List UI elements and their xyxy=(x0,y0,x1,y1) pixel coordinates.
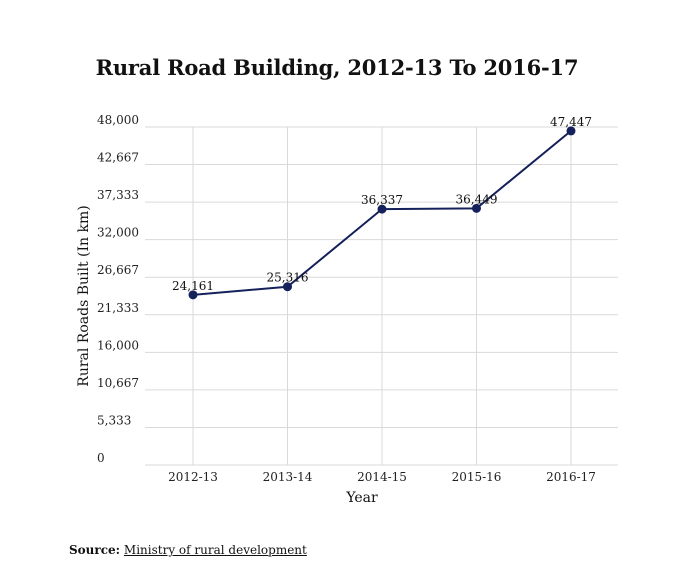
y-tick-label: 48,000 xyxy=(97,113,139,127)
data-label: 24,161 xyxy=(172,279,214,293)
data-label: 36,337 xyxy=(361,193,403,207)
data-point[interactable] xyxy=(188,290,198,300)
data-point[interactable] xyxy=(283,282,292,292)
source-note: Source: Ministry of rural development xyxy=(69,543,307,557)
chart-title: Rural Road Building, 2012-13 To 2016-17 xyxy=(95,55,579,80)
y-tick-label: 37,333 xyxy=(97,188,139,202)
y-tick-label: 16,000 xyxy=(97,338,139,352)
data-point[interactable] xyxy=(472,203,481,213)
data-label: 36,449 xyxy=(456,192,498,206)
y-axis-ticks: 0 5,333 10,667 16,000 21,333 26,667 32,000 37,3… xyxy=(97,113,139,465)
grid-lines xyxy=(145,126,618,466)
y-tick-label: 0 xyxy=(97,451,105,465)
y-tick-label: 10,667 xyxy=(97,376,139,390)
data-point[interactable] xyxy=(566,126,576,136)
data-labels: 24,161 25,316 36,337 36,449 47,447 xyxy=(172,115,592,293)
x-tick-label: 2015-16 xyxy=(452,470,502,484)
x-axis-ticks: 2012-13 2013-14 2014-15 2015-16 2016-17 xyxy=(168,470,596,484)
data-label: 25,316 xyxy=(267,271,309,285)
x-axis-title: Year xyxy=(345,490,378,506)
y-tick-label: 21,333 xyxy=(97,301,139,315)
data-label: 47,447 xyxy=(550,115,592,129)
y-tick-label: 26,667 xyxy=(97,263,139,277)
y-tick-label: 42,667 xyxy=(97,151,139,165)
data-points xyxy=(188,126,576,300)
x-tick-label: 2013-14 xyxy=(263,470,313,484)
x-tick-label: 2016-17 xyxy=(546,470,596,484)
x-tick-label: 2014-15 xyxy=(357,470,407,484)
data-point[interactable] xyxy=(377,204,387,214)
y-tick-label: 5,333 xyxy=(97,413,131,427)
y-tick-label: 32,000 xyxy=(97,226,139,240)
source-link[interactable]: Ministry of rural development xyxy=(123,543,307,557)
source-prefix: Source: xyxy=(69,543,121,557)
x-tick-label: 2012-13 xyxy=(168,470,218,484)
y-axis-title: Rural Roads Built (In km) xyxy=(76,205,92,386)
